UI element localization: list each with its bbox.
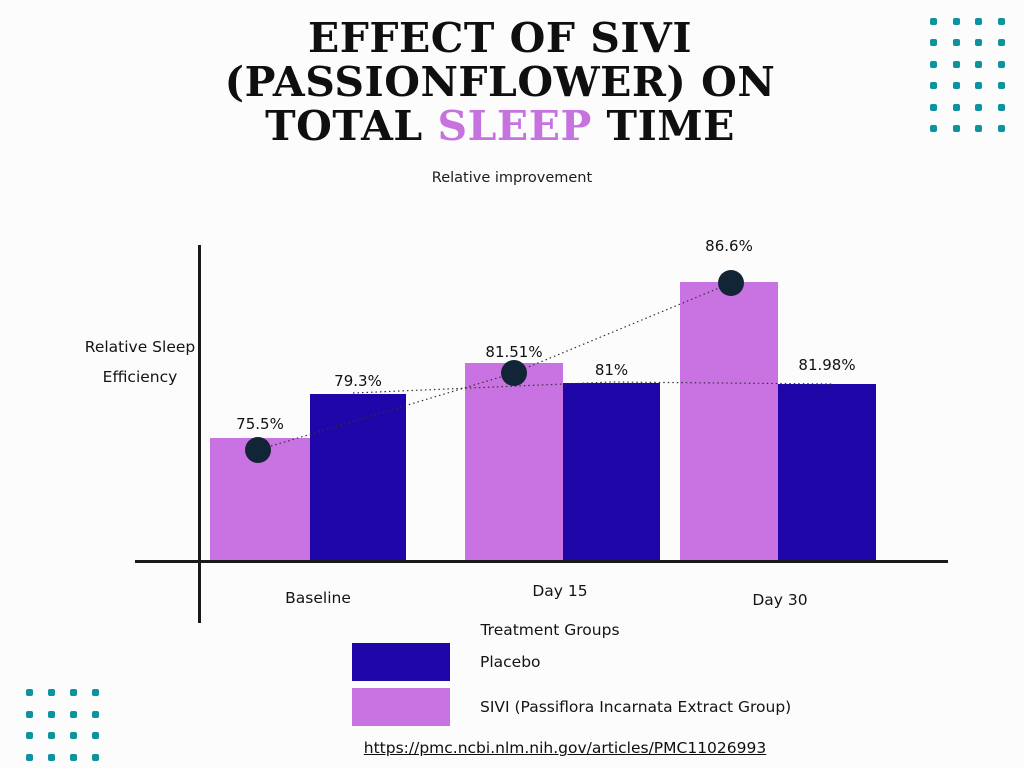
data-point-marker-day-30	[718, 270, 744, 296]
decor-dot-icon	[70, 753, 77, 761]
data-point-marker-day-15	[501, 360, 527, 386]
category-label-day-30: Day 30	[752, 591, 808, 609]
legend: Placebo SIVI (Passiflora Incarnata Extrac…	[352, 643, 791, 733]
title-highlight-word: SLEEP	[437, 102, 592, 150]
decor-dot-icon	[92, 732, 99, 740]
decor-dot-icon	[92, 710, 99, 718]
decor-dot-icon	[930, 103, 937, 111]
decor-dot-icon	[70, 689, 77, 696]
y-axis-label: Relative Sleep Efficiency	[85, 332, 196, 392]
decor-dot-grid-bottom-left	[26, 689, 114, 768]
y-axis-line	[198, 245, 201, 623]
legend-item-placebo: Placebo	[352, 643, 791, 681]
decor-dot-icon	[952, 39, 960, 47]
decor-dot-icon	[48, 732, 55, 740]
decor-dot-icon	[975, 103, 982, 111]
decor-dot-icon	[92, 689, 99, 696]
decor-dot-icon	[930, 18, 937, 25]
decor-dot-icon	[975, 60, 982, 68]
legend-item-sivi: SIVI (Passiflora Incarnata Extract Group…	[352, 688, 791, 726]
title-line-1: EFFECT OF SIVI	[307, 14, 692, 62]
legend-swatch-icon	[352, 643, 450, 681]
decor-dot-icon	[26, 753, 33, 761]
decor-dot-icon	[952, 60, 960, 68]
decor-dot-icon	[48, 689, 55, 696]
bar-sivi-day-15	[465, 363, 563, 561]
value-label-placebo-baseline: 79.3%	[334, 372, 382, 390]
decor-dot-icon	[997, 39, 1005, 47]
decor-dot-icon	[952, 18, 960, 25]
decor-dot-icon	[975, 82, 982, 90]
data-point-marker-baseline	[245, 437, 271, 463]
title-line-2: (PASSIONFLOWER) ON	[224, 58, 776, 106]
decor-dot-icon	[26, 710, 33, 718]
bar-placebo-baseline	[310, 394, 406, 561]
category-label-day-15: Day 15	[532, 582, 588, 600]
page-title: EFFECT OF SIVI (PASSIONFLOWER) ON TOTAL …	[0, 16, 1000, 148]
bar-sivi-day-30	[680, 282, 778, 561]
value-label-sivi-day-15: 81.51%	[485, 343, 543, 361]
value-label-sivi-baseline: 75.5%	[236, 415, 284, 433]
decor-dot-icon	[997, 18, 1005, 25]
decor-dot-icon	[48, 753, 55, 761]
decor-dot-icon	[930, 60, 937, 68]
decor-dot-icon	[26, 689, 33, 696]
title-line-3: TOTAL SLEEP TIME	[0, 104, 1000, 148]
decor-dot-icon	[997, 60, 1005, 68]
bar-placebo-day-30	[778, 384, 876, 561]
decor-dot-icon	[997, 124, 1005, 132]
value-label-placebo-day-30: 81.98%	[798, 356, 856, 374]
decor-dot-icon	[930, 82, 937, 90]
decor-dot-icon	[930, 39, 937, 47]
x-axis-title: Treatment Groups	[480, 621, 620, 639]
decor-dot-icon	[975, 124, 982, 132]
decor-dot-icon	[930, 124, 937, 132]
decor-dot-icon	[48, 710, 55, 718]
decor-dot-icon	[952, 124, 960, 132]
x-axis-line	[135, 560, 948, 563]
source-link[interactable]: https://pmc.ncbi.nlm.nih.gov/articles/PM…	[363, 739, 767, 757]
decor-dot-icon	[997, 82, 1005, 90]
title-line-3-prefix: TOTAL	[265, 102, 438, 150]
category-label-baseline: Baseline	[285, 589, 351, 607]
legend-label: Placebo	[480, 653, 541, 671]
decor-dot-icon	[70, 732, 77, 740]
decor-dot-icon	[952, 82, 960, 90]
y-axis-label-line-2: Efficiency	[102, 368, 178, 386]
decor-dot-icon	[975, 39, 982, 47]
legend-label: SIVI (Passiflora Incarnata Extract Group…	[480, 698, 792, 716]
title-line-3-suffix: TIME	[591, 102, 735, 150]
decor-dot-icon	[70, 710, 77, 718]
decor-dot-icon	[997, 103, 1005, 111]
legend-swatch-icon	[352, 688, 450, 726]
bar-placebo-day-15	[563, 383, 660, 561]
y-axis-label-line-1: Relative Sleep	[84, 338, 196, 356]
decor-dot-grid-top-right	[930, 18, 1020, 146]
decor-dot-icon	[975, 18, 982, 25]
decor-dot-icon	[26, 732, 33, 740]
value-label-sivi-day-30: 86.6%	[705, 237, 753, 255]
decor-dot-icon	[92, 753, 99, 761]
decor-dot-icon	[952, 103, 960, 111]
chart-subtitle: Relative improvement	[431, 170, 593, 186]
value-label-placebo-day-15: 81%	[594, 361, 629, 379]
